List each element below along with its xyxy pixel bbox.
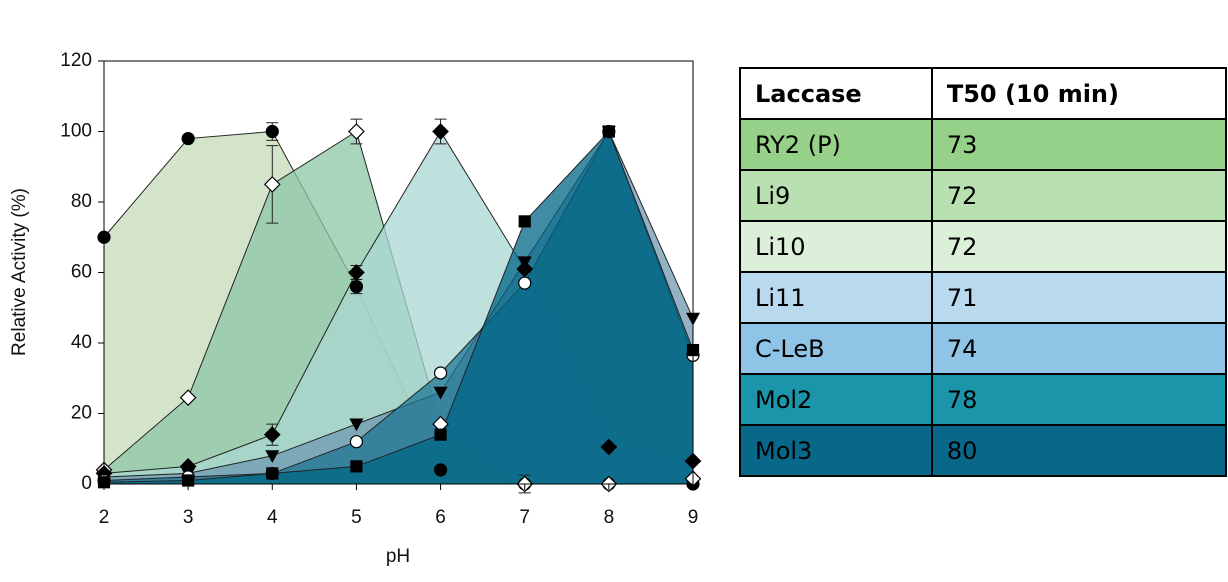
- y-tick-label: 80: [71, 191, 92, 212]
- marker: [350, 460, 363, 473]
- table-cell: Mol2: [739, 373, 933, 426]
- marker: [263, 176, 281, 193]
- marker: [433, 386, 448, 400]
- table-cell: Li10: [739, 220, 933, 273]
- area: [104, 131, 693, 484]
- x-axis-label: pH: [386, 546, 410, 567]
- marker: [434, 428, 447, 441]
- y-tick-label: 100: [60, 121, 92, 142]
- marker: [263, 426, 281, 443]
- marker: [179, 389, 197, 406]
- y-tick-label: 20: [71, 403, 92, 424]
- marker: [348, 123, 365, 140]
- table-cell: C-LeB: [739, 322, 933, 375]
- x-tick-label: 7: [519, 507, 530, 528]
- x-tick-label: 3: [183, 507, 194, 528]
- table-cell: Mol3: [739, 424, 933, 477]
- table-row: Mol2 78: [739, 373, 1228, 426]
- y-tick-label: 40: [71, 332, 92, 353]
- table-row: C-LeB 74: [739, 322, 1228, 375]
- y-axis-label: Relative Activity (%): [9, 188, 30, 356]
- table: Laccase T50 (10 min) RY2 (P) 73 Li9 72 Li10 72 L…: [739, 67, 1228, 477]
- table-cell: 80: [930, 424, 1228, 477]
- marker: [432, 123, 449, 140]
- x-tick-label: 2: [99, 507, 110, 528]
- table-row: Li9 72: [739, 169, 1228, 222]
- table-cell: 74: [930, 322, 1228, 375]
- table-cell: Li9: [739, 169, 933, 222]
- table-row: Li10 72: [739, 220, 1228, 273]
- marker: [600, 438, 618, 456]
- marker: [602, 125, 615, 138]
- marker: [518, 276, 532, 290]
- marker: [265, 124, 279, 139]
- marker: [348, 264, 365, 281]
- marker: [349, 280, 364, 294]
- marker: [433, 366, 448, 380]
- table-row: Li11 71: [739, 271, 1228, 324]
- marker: [181, 131, 195, 146]
- x-tick-label: 8: [604, 507, 615, 528]
- table-cell: 71: [930, 271, 1228, 324]
- x-tick-label: 5: [351, 507, 362, 528]
- marker: [517, 256, 532, 270]
- marker: [265, 450, 280, 464]
- y-tick-label: 0: [81, 473, 92, 494]
- x-tick-label: 4: [267, 507, 278, 528]
- table-cell: 73: [930, 118, 1228, 171]
- marker: [433, 463, 448, 477]
- table-cell: 72: [930, 169, 1228, 222]
- y-tick-label: 60: [71, 262, 92, 283]
- table-cell: Li11: [739, 271, 933, 324]
- marker: [518, 215, 531, 228]
- line: [103, 130, 694, 483]
- x-tick-label: 6: [435, 507, 446, 528]
- table-header-row: Laccase T50 (10 min): [739, 67, 1228, 120]
- table-row: Mol3 80: [739, 424, 1228, 477]
- table-header-cell: T50 (10 min): [930, 67, 1228, 120]
- table-header-cell: Laccase: [739, 67, 933, 120]
- table-cell: RY2 (P): [739, 118, 933, 171]
- table-row: RY2 (P) 73: [739, 118, 1228, 171]
- marker: [349, 435, 364, 449]
- table-cell: 78: [930, 373, 1228, 426]
- marker: [266, 467, 279, 480]
- y-tick-label: 120: [60, 50, 92, 71]
- x-tick-label: 9: [688, 507, 699, 528]
- marker: [349, 418, 364, 432]
- chart: Relative Activity (%) pH 0 20 40 60 80 100 120…: [9, 50, 702, 567]
- table-cell: 72: [930, 220, 1228, 273]
